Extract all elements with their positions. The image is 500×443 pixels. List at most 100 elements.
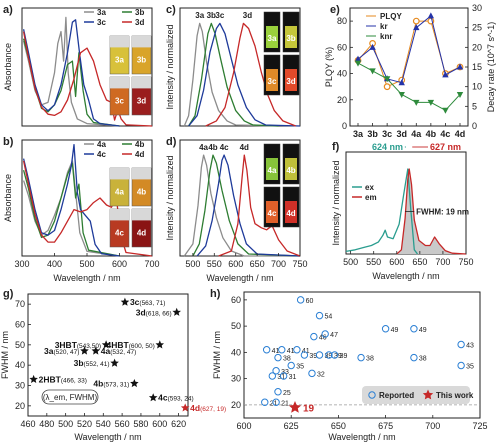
panel-g-x-tick-label: 540 — [96, 419, 111, 429]
panel-f-series-em — [396, 168, 467, 255]
panel-e-y-tick-label: 40 — [337, 69, 347, 79]
panel-h-reported-label: 39 — [309, 353, 317, 360]
panel-h-reported-point — [381, 325, 390, 333]
panel-h-reported-label: 47 — [330, 332, 338, 339]
panel-a-series-3a — [22, 16, 120, 127]
panel-f-x-tick-label: 500 — [343, 257, 358, 267]
panel-c-ylabel: Intensity / normalized — [165, 24, 175, 109]
panel-c-peak-label: 3c — [215, 11, 224, 20]
panel-e-x-tick-label: 4b — [426, 129, 437, 139]
panel-g-y-tick-label: 30 — [15, 381, 25, 391]
panel-d-series-4d — [218, 154, 301, 257]
panel-h-legend-this-work: This work — [436, 391, 474, 400]
panel-f-label: f) — [332, 141, 340, 153]
panel-e-x-tick-label: 3a — [353, 129, 364, 139]
panel-h-reported-point — [287, 361, 295, 370]
panel-a-vial-label: 3c — [115, 97, 124, 106]
panel-h-reported-point — [279, 372, 288, 380]
panel-g-point — [155, 340, 164, 349]
panel-c-peak-label: 3b — [207, 11, 216, 20]
panel-f-ylabel: Intensity / normalized — [331, 160, 341, 245]
panel-h-reported-point — [274, 388, 282, 396]
panel-f-x-tick-label: 600 — [389, 257, 404, 267]
panel-h-reported-label: 41 — [272, 348, 280, 355]
panel-e-point-PLQY — [383, 83, 391, 91]
panel-g-y-tick-label: 20 — [15, 401, 25, 411]
panel-g-x-tick-label: 560 — [115, 419, 130, 429]
panel-b-legend-label: 4a — [97, 140, 106, 149]
panel-a-vial-cap — [110, 77, 129, 89]
panel-e-point-k_nr — [369, 68, 376, 75]
panel-b-vial-cap — [110, 168, 129, 180]
panel-b-xlabel: Wavelength / nm — [53, 273, 120, 283]
panel-c-peak-label: 3a — [195, 11, 204, 20]
panel-g-point-label: 2HBT(466, 33) — [39, 374, 87, 384]
panel-d-vial-label: 4d — [286, 209, 295, 218]
panel-e-point-PLQY — [412, 17, 420, 25]
panel-c-peak-label: 3d — [243, 11, 252, 20]
panel-a-vial-label: 3b — [137, 56, 146, 65]
panel-e-point-k_r — [369, 43, 376, 50]
panel-a-series-3b — [22, 38, 120, 127]
panel-h-reported-point — [310, 332, 318, 341]
panel-h-reported-label: 35 — [466, 364, 474, 371]
panel-h-reported-point — [278, 346, 286, 354]
panel-g-point — [148, 393, 158, 402]
panel-h-this-work-point — [288, 401, 302, 413]
panel-g-point-label: 3d(618, 66) — [136, 307, 172, 317]
panel-g-point — [101, 340, 111, 349]
panel-g-point — [110, 358, 119, 367]
panel-h-this-work-label: 19 — [303, 404, 315, 415]
panel-c-vial-glow — [285, 69, 297, 91]
panel-d-x-tick-label: 550 — [207, 259, 222, 269]
panel-d-x-tick-label: 700 — [271, 259, 286, 269]
panel-h-reported-label: 21 — [270, 400, 278, 407]
panel-h-reported-point — [330, 351, 339, 359]
panel-h-reported-label: 38 — [283, 356, 291, 363]
panel-f-legend-label: ex — [365, 183, 374, 192]
panel-h-reported-label: 32 — [317, 371, 325, 378]
panel-h-reported-label: 49 — [419, 327, 427, 334]
panel-g-x-tick-label: 520 — [77, 419, 92, 429]
panel-d-label: d) — [166, 136, 177, 148]
panel-h-reported-label: 49 — [391, 327, 399, 334]
panel-e-point-k_nr — [413, 99, 420, 106]
panel-c-vial-glow — [266, 69, 278, 91]
panel-a-vial-label: 3a — [115, 56, 124, 65]
panel-e-right-y-tick-label: 20 — [472, 42, 482, 52]
panel-e-series-line-k_r — [357, 15, 461, 84]
panel-e-x-tick-label: 3b — [367, 129, 378, 139]
panel-a-legend-label: 3b — [135, 8, 144, 17]
panel-g-xlabel: Wavelength / nm — [74, 432, 141, 442]
panel-d-vial-glow — [285, 158, 297, 180]
panel-h-y-tick-label: 60 — [231, 295, 241, 305]
panel-h-reported-point — [296, 296, 305, 304]
panel-g-point-label: 3c(563, 71) — [130, 297, 166, 307]
panel-b-legend-label: 4c — [97, 150, 106, 159]
panel-h-reported-label: 25 — [283, 390, 291, 397]
panel-g-x-tick-label: 620 — [171, 419, 186, 429]
panel-h-reported-label: 31 — [289, 374, 297, 381]
panel-e-point-k_nr — [456, 92, 464, 99]
panel-g-y-tick-label: 40 — [15, 360, 25, 370]
panel-h-reported-point — [268, 372, 277, 380]
panel-c-vial-glow — [266, 26, 278, 48]
panel-e-point-k_nr — [427, 99, 435, 106]
panel-d-series-4b — [192, 154, 301, 257]
panel-g-point-label: 3a(520, 47) — [44, 346, 80, 356]
panel-g-x-tick-label: 460 — [20, 419, 35, 429]
panel-d-xlabel: Wavelength / nm — [206, 273, 273, 283]
panel-d-vial-label: 4a — [268, 166, 277, 175]
panel-d-x-tick-label: 600 — [228, 259, 243, 269]
panel-d-x-tick-label: 650 — [250, 259, 265, 269]
panel-a-legend-label: 3d — [135, 18, 144, 27]
panel-h-xlabel: Wavelength / nm — [328, 432, 395, 442]
panel-h-x-tick-label: 650 — [331, 421, 346, 431]
panel-d-peak-label: 4c — [220, 143, 229, 152]
panel-e-ylabel-right: Decay rate (10^7 s^-1) — [486, 22, 496, 112]
panel-h-reported-label: 21 — [281, 400, 289, 407]
panel-f-fwhm-label: FWHM: 19 nm — [416, 208, 469, 217]
panel-h-x-tick-label: 675 — [378, 421, 393, 431]
panel-h-reported-point — [315, 311, 324, 320]
